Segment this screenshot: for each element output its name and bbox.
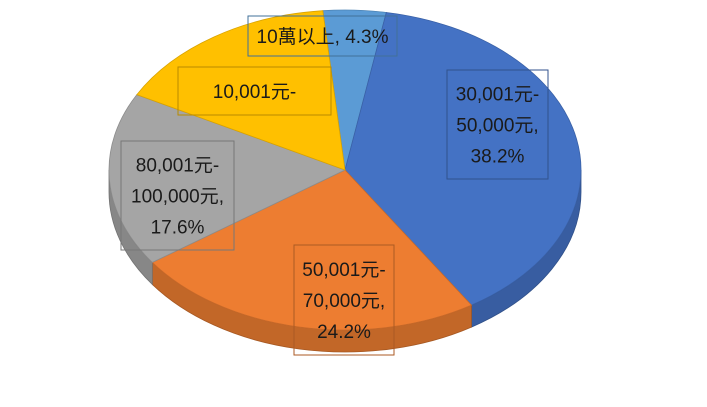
data-label-line: 50,001元- xyxy=(302,260,385,281)
data-label-line: 24.2% xyxy=(317,322,371,343)
data-label-box-1 xyxy=(446,69,549,180)
data-label-line: 100,000元, xyxy=(131,187,224,208)
data-label-box-2 xyxy=(293,244,395,356)
data-label-4: 10,001元- xyxy=(177,66,332,116)
data-label-line: 17.6% xyxy=(151,218,205,239)
data-label-line: 70,000元, xyxy=(303,291,385,312)
data-label-line: 80,001元- xyxy=(136,156,219,177)
pie-slice-3 xyxy=(108,94,347,263)
data-label-0: 10萬以上, 4.3% xyxy=(247,15,398,57)
data-label-box-3 xyxy=(120,140,235,251)
data-label-line: 30,001元- xyxy=(456,85,539,106)
pie-labels: 10萬以上, 4.3% 30,001元- 50,000元, 38.2% 50,001元-… xyxy=(120,15,549,356)
data-label-line: 38.2% xyxy=(471,147,525,168)
data-label-3: 80,001元- 100,000元, 17.6% xyxy=(120,140,235,251)
pie-tops xyxy=(108,9,582,331)
data-label-2: 50,001元- 70,000元, 24.2% xyxy=(293,244,395,356)
pie-slice-4 xyxy=(136,10,346,171)
pie-slice-1 xyxy=(344,12,582,306)
data-label-1: 30,001元- 50,000元, 38.2% xyxy=(446,69,549,180)
data-label-box-4 xyxy=(177,66,332,116)
pie-slice-2 xyxy=(151,169,473,331)
data-label-line: 10萬以上, 4.3% xyxy=(257,26,389,48)
data-label-line: 10,001元- xyxy=(213,82,296,103)
data-label-line: 50,000元, xyxy=(456,116,538,137)
data-label-box-0 xyxy=(247,15,398,57)
